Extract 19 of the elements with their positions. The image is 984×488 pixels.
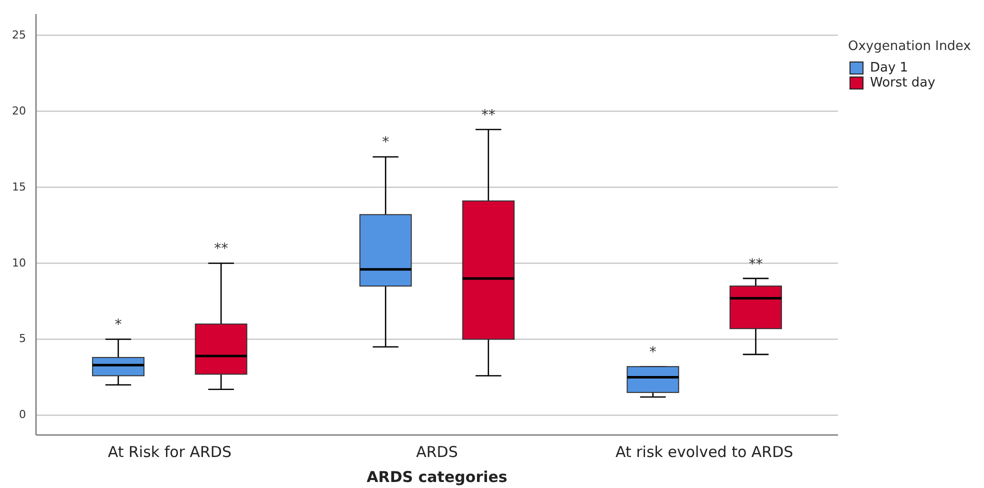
annotation: **	[481, 107, 496, 124]
annotation: *	[114, 317, 122, 334]
y-tick-label: 10	[12, 256, 26, 270]
y-tick-label: 5	[19, 332, 26, 346]
x-tick-label: ARDS	[416, 443, 458, 461]
annotation: **	[214, 241, 228, 258]
annotation: *	[649, 344, 656, 360]
x-axis-title: ARDS categories	[366, 468, 508, 486]
y-tick-label: 15	[12, 180, 26, 194]
legend-label: Worst day	[870, 76, 936, 91]
legend-label: Day 1	[870, 60, 908, 76]
legend-title: Oxygenation Index	[848, 39, 972, 54]
y-tick-label: 20	[12, 104, 26, 118]
y-tick-label: 25	[12, 28, 26, 42]
annotation: **	[748, 256, 763, 272]
x-tick-label: At risk evolved to ARDS	[615, 443, 794, 461]
x-tick-label: At Risk for ARDS	[108, 443, 232, 461]
y-tick-label: 0	[19, 408, 26, 422]
annotation: *	[382, 134, 390, 151]
